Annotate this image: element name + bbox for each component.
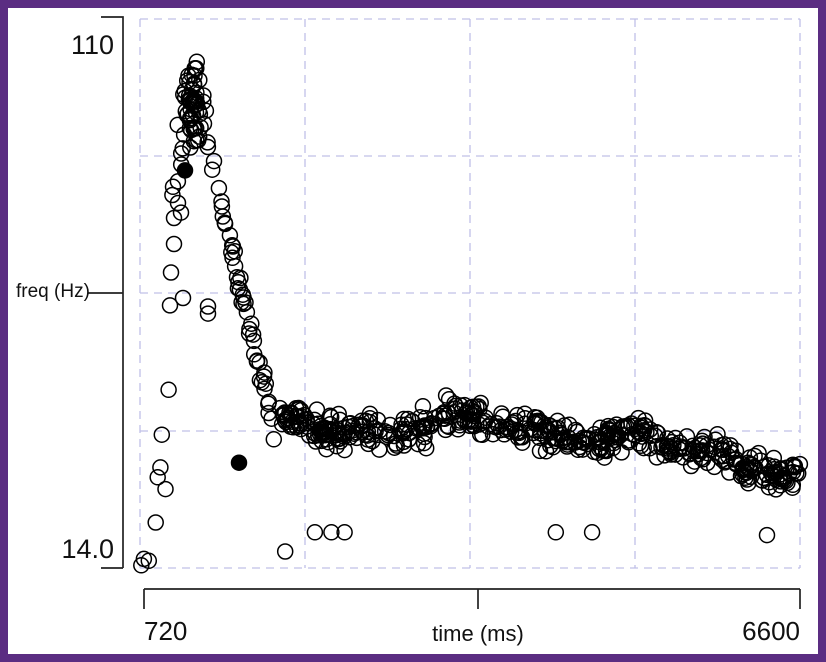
svg-text:freq (Hz): freq (Hz) — [16, 281, 90, 302]
svg-text:14.0: 14.0 — [61, 534, 114, 564]
svg-text:110: 110 — [71, 30, 114, 60]
svg-text:6600: 6600 — [742, 616, 800, 646]
svg-text:time (ms): time (ms) — [432, 621, 524, 646]
svg-text:720: 720 — [144, 616, 187, 646]
